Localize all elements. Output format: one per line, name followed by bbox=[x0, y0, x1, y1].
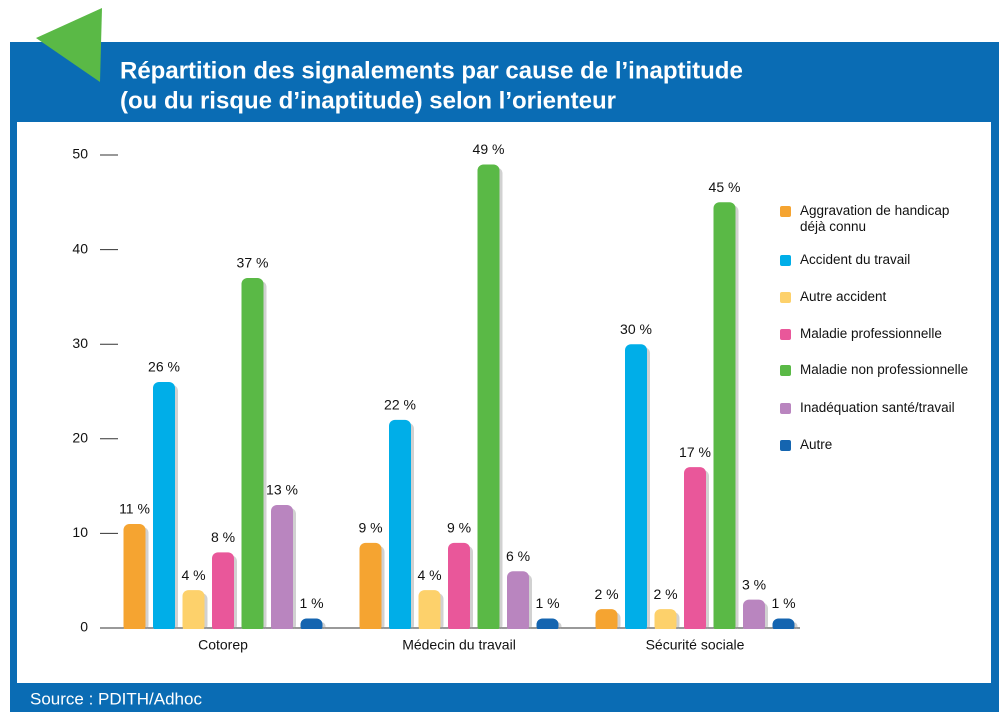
value-label: 13 % bbox=[266, 482, 298, 498]
chart-title: (ou du risque d’inaptitude) selon l’orie… bbox=[120, 87, 616, 114]
bar bbox=[684, 467, 706, 632]
value-label: 1 % bbox=[771, 595, 795, 611]
value-label: 45 % bbox=[709, 179, 741, 195]
legend-label: Aggravation de handicap déjà connu bbox=[800, 203, 950, 234]
value-label: 17 % bbox=[679, 444, 711, 460]
legend-swatch bbox=[780, 292, 791, 303]
legend-label: Accident du travail bbox=[800, 252, 911, 267]
bar bbox=[772, 618, 795, 632]
bar bbox=[300, 618, 323, 632]
x-tick-label: Cotorep bbox=[198, 637, 248, 653]
value-label: 22 % bbox=[384, 397, 416, 413]
legend-swatch bbox=[780, 440, 791, 451]
bar bbox=[153, 382, 175, 632]
value-label: 4 % bbox=[417, 567, 441, 583]
corner-triangle bbox=[36, 8, 102, 82]
value-label: 4 % bbox=[181, 567, 205, 583]
legend-swatch bbox=[780, 206, 791, 217]
value-label: 26 % bbox=[148, 359, 180, 375]
bar bbox=[654, 609, 677, 632]
y-tick-label: 10 bbox=[72, 524, 88, 540]
legend-label: Autre bbox=[800, 437, 833, 452]
value-label: 11 % bbox=[119, 501, 150, 517]
bar bbox=[182, 590, 205, 632]
chart-title: Répartition des signalements par cause d… bbox=[120, 57, 743, 84]
plot-mask bbox=[100, 629, 820, 635]
value-label: 3 % bbox=[742, 576, 766, 592]
source: Source : PDITH/Adhoc bbox=[30, 689, 202, 708]
value-label: 30 % bbox=[620, 321, 652, 337]
legend-label: Maladie non professionnelle bbox=[800, 362, 969, 377]
bar bbox=[448, 542, 470, 632]
value-label: 8 % bbox=[211, 529, 235, 545]
y-tick-label: 40 bbox=[72, 240, 88, 256]
value-label: 1 % bbox=[299, 595, 323, 611]
x-tick-label: Médecin du travail bbox=[402, 637, 516, 653]
value-label: 1 % bbox=[535, 595, 559, 611]
bar bbox=[271, 505, 293, 632]
value-label: 2 % bbox=[653, 586, 677, 602]
y-tick-label: 50 bbox=[72, 146, 88, 162]
legend-swatch bbox=[780, 329, 791, 340]
legend-swatch bbox=[780, 255, 791, 266]
legend-label: Inadéquation santé/travail bbox=[800, 400, 955, 415]
panel bbox=[17, 122, 991, 683]
y-tick-label: 20 bbox=[72, 430, 88, 446]
value-label: 6 % bbox=[506, 548, 530, 564]
value-label: 2 % bbox=[594, 586, 618, 602]
legend-label: Maladie professionnelle bbox=[800, 326, 942, 341]
bar bbox=[595, 609, 618, 632]
value-label: 9 % bbox=[358, 520, 382, 536]
legend-swatch bbox=[780, 403, 791, 414]
bar bbox=[536, 618, 559, 632]
legend-swatch bbox=[780, 365, 791, 376]
value-label: 9 % bbox=[447, 520, 471, 536]
x-tick-label: Sécurité sociale bbox=[646, 637, 745, 653]
bar bbox=[507, 571, 529, 632]
bar bbox=[713, 202, 736, 633]
value-label: 49 % bbox=[473, 141, 505, 157]
bar bbox=[212, 552, 234, 632]
value-label: 37 % bbox=[237, 255, 269, 271]
bar bbox=[359, 542, 382, 632]
bar bbox=[241, 277, 264, 632]
bar bbox=[743, 599, 765, 632]
bar bbox=[418, 590, 441, 632]
bar bbox=[123, 523, 146, 632]
legend-label: Autre accident bbox=[800, 289, 887, 304]
y-tick-label: 30 bbox=[72, 335, 88, 351]
bar bbox=[625, 344, 647, 632]
y-tick-label: 0 bbox=[80, 619, 88, 635]
bar bbox=[389, 419, 411, 632]
bar bbox=[477, 164, 500, 632]
